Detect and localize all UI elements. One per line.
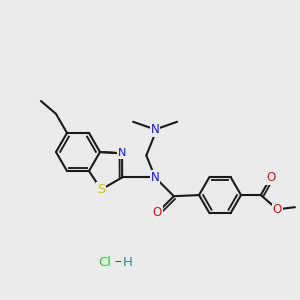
Text: S: S	[97, 183, 105, 196]
Text: O: O	[273, 203, 282, 216]
Text: –: –	[115, 256, 121, 268]
Text: O: O	[153, 206, 162, 219]
Text: N: N	[151, 171, 160, 184]
Text: N: N	[118, 148, 126, 158]
Text: H: H	[123, 256, 133, 268]
Text: Cl: Cl	[98, 256, 112, 268]
Text: O: O	[266, 171, 275, 184]
Text: N: N	[151, 123, 160, 136]
